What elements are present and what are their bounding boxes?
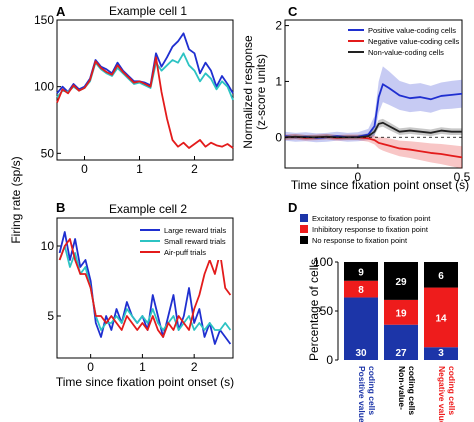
series-band-2 (285, 118, 462, 140)
legend-swatch (300, 225, 308, 233)
y-tick-label: 1 (275, 74, 282, 88)
panel-c-legend: Positive value-coding cells Negative valu… (345, 22, 460, 58)
y-tick-label: 2 (275, 19, 282, 33)
series-band-1 (285, 133, 462, 169)
x-tick-label: 1 (136, 162, 143, 176)
y-tick-label: 150 (34, 13, 54, 27)
bar-segment-inhibitory (424, 287, 458, 348)
bar-segment-no-response (344, 262, 378, 281)
panel-c-xlabel: Time since fixation point onset (s) (291, 178, 469, 192)
legend-label: No response to fixation point (312, 236, 408, 245)
series-line-0 (58, 231, 232, 345)
category-label: coding cells (447, 366, 457, 415)
y-tick-label: 100 (313, 255, 333, 269)
x-tick-label: 0 (81, 162, 88, 176)
legend-label: Excitatory response to fixation point (312, 214, 431, 223)
x-tick-label: 2 (191, 360, 198, 374)
bar-count-label: 9 (358, 267, 364, 278)
y-tick-label: 50 (41, 146, 55, 160)
legend-swatch (300, 214, 308, 222)
bar-segment-no-response (384, 262, 418, 300)
x-tick-label: 0.5 (454, 170, 471, 184)
series-line-1 (58, 245, 232, 331)
y-tick-label: 100 (34, 80, 54, 94)
x-tick-label: 2 (191, 162, 198, 176)
bar-segment-excitatory (384, 324, 418, 360)
bar-count-label: 29 (395, 277, 407, 288)
panel-a-plot: 0 1 2 50 100 150 (34, 13, 234, 176)
panel-b-legend: Large reward trials Small reward trials Ai… (137, 222, 231, 260)
panel-d-ylabel: Percentage of cells (307, 259, 321, 361)
legend-label: Large reward trials (164, 226, 226, 235)
panel-label-d: D (288, 200, 297, 215)
legend-label: Negative value-coding cells (368, 37, 460, 46)
series-line-1 (56, 52, 234, 101)
y-tick-label: 50 (320, 304, 334, 318)
legend-label: Small reward trials (164, 237, 226, 246)
series-line-2 (56, 56, 234, 149)
bar-segment-inhibitory (384, 299, 418, 325)
panel-label-b: B (56, 200, 65, 215)
category-label: Positive value- (357, 366, 367, 422)
bar-count-label: 30 (355, 348, 367, 359)
bar-segment-excitatory (344, 297, 378, 360)
bar-count-label: 3 (438, 348, 444, 359)
x-tick-label: 0 (355, 170, 362, 184)
y-tick-label: 5 (47, 309, 54, 323)
panel-c-ylabel-line2: (z-score units) (254, 54, 268, 130)
legend-label: Non-value-coding cells (368, 48, 444, 57)
bar-segment-no-response (424, 262, 458, 288)
y-tick-label: 0 (326, 353, 333, 367)
bar-count-label: 8 (358, 285, 364, 296)
y-tick-label: 0 (275, 130, 282, 144)
category-label: coding cells (407, 366, 417, 415)
panel-a-title: Example cell 1 (109, 4, 187, 18)
legend-label: Positive value-coding cells (368, 26, 456, 35)
bar-segment-excitatory (424, 347, 458, 360)
y-tick-label: 10 (41, 239, 55, 253)
panel-label-c: C (288, 4, 298, 19)
series-line-2 (58, 238, 232, 338)
panel-label-a: A (56, 4, 66, 19)
panel-b-plot: 0 1 2 5 10 Large reward trials Small reward tr… (41, 217, 234, 374)
panel-a-axes (56, 19, 234, 161)
bar-count-label: 19 (395, 308, 407, 319)
panel-b-title: Example cell 2 (109, 202, 187, 216)
bar-count-label: 27 (395, 348, 407, 359)
panel-c-ylabel-line1: Normalized response (241, 35, 255, 149)
x-tick-label: 0 (87, 360, 94, 374)
bar-count-label: 14 (435, 313, 447, 324)
category-label: coding cells (367, 366, 377, 415)
category-label: Negative value- (437, 366, 447, 422)
panel-d-plot: Excitatory response to fixation point Inh… (300, 214, 458, 422)
bar-segment-inhibitory (344, 280, 378, 298)
bar-count-label: 6 (438, 271, 444, 282)
panel-b-xlabel: Time since fixation point onset (s) (56, 375, 234, 389)
category-label: Non-value- (397, 366, 407, 410)
legend-label: Inhibitory response to fixation point (312, 225, 429, 234)
legend-swatch (300, 236, 308, 244)
panel-c-plot: 0 0.5 0 1 2 Positive value-coding cells Negati… (275, 19, 470, 184)
series-band-0 (285, 66, 462, 143)
legend-label: Air-puff trials (164, 248, 206, 257)
panel-b-axes (56, 217, 234, 359)
x-tick-label: 1 (139, 360, 146, 374)
firing-rate-ylabel: Firing rate (sp/s) (9, 156, 23, 243)
